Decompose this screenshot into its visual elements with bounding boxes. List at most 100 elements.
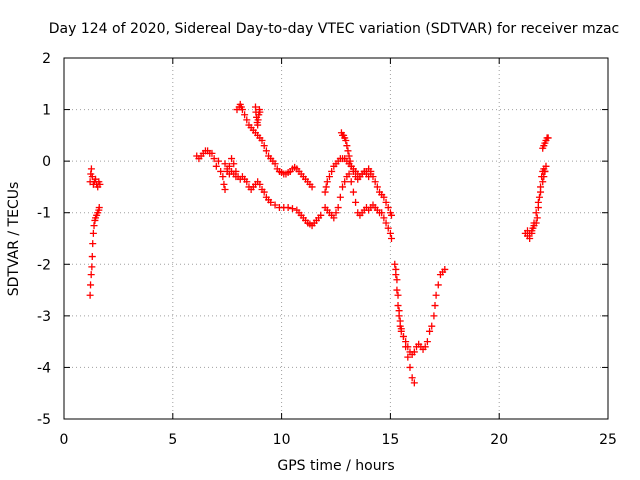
data-point	[258, 137, 266, 145]
data-point	[349, 188, 357, 196]
data-point	[393, 286, 401, 294]
data-points	[86, 100, 552, 387]
data-point	[402, 343, 410, 351]
data-point	[212, 162, 220, 170]
data-point	[428, 322, 436, 330]
y-tick-label: -5	[37, 412, 51, 428]
data-point	[410, 379, 418, 387]
data-point	[404, 353, 412, 361]
data-point	[441, 265, 449, 273]
x-tick-label: 25	[599, 432, 617, 448]
y-tick-label: 0	[42, 154, 51, 170]
x-tick-label: 10	[273, 432, 291, 448]
data-point	[232, 173, 240, 181]
data-point	[544, 134, 552, 142]
data-point	[396, 317, 404, 325]
y-tick-label: -2	[37, 257, 51, 273]
data-point	[256, 108, 264, 116]
data-point	[325, 173, 333, 181]
data-point	[345, 152, 353, 160]
data-point	[384, 204, 392, 212]
data-point	[221, 186, 229, 194]
data-point	[210, 155, 218, 163]
data-point	[387, 235, 395, 242]
data-point	[408, 374, 416, 382]
y-tick-label: 2	[42, 51, 51, 67]
data-point	[317, 211, 325, 219]
data-point	[394, 302, 402, 310]
data-point	[528, 227, 536, 235]
chart-title: Day 124 of 2020, Sidereal Day-to-day VTE…	[49, 21, 619, 37]
data-point	[540, 173, 548, 181]
data-point	[534, 198, 542, 206]
data-point	[395, 307, 403, 315]
data-point	[219, 173, 227, 181]
data-point	[380, 214, 388, 222]
data-point	[371, 178, 379, 186]
data-point	[243, 116, 251, 124]
data-point	[430, 312, 438, 320]
x-tick-label: 15	[381, 432, 399, 448]
data-point	[323, 178, 331, 186]
data-point	[87, 271, 95, 279]
data-point	[421, 343, 429, 351]
data-point	[96, 180, 104, 188]
data-point	[378, 209, 386, 217]
data-point	[89, 240, 97, 248]
data-point	[89, 229, 97, 237]
data-point	[532, 209, 540, 217]
x-tick-label: 5	[168, 432, 177, 448]
data-point	[267, 198, 275, 206]
data-point	[387, 211, 395, 219]
data-point	[90, 222, 98, 230]
data-point	[220, 180, 228, 188]
data-point	[336, 193, 344, 201]
data-point	[342, 137, 350, 145]
y-tick-label: -4	[37, 360, 51, 376]
data-point	[347, 178, 355, 186]
data-point	[537, 188, 545, 196]
data-point	[352, 198, 360, 206]
data-point	[241, 111, 249, 119]
data-point	[221, 160, 229, 168]
data-point	[208, 149, 216, 157]
data-point	[394, 291, 402, 299]
data-point	[284, 204, 292, 212]
data-point	[230, 160, 238, 168]
data-point	[406, 363, 414, 371]
data-point	[254, 116, 262, 124]
data-point	[530, 219, 538, 227]
data-point	[330, 214, 338, 222]
data-point	[321, 188, 329, 196]
data-point	[533, 214, 541, 222]
data-point	[344, 147, 352, 155]
data-point	[431, 302, 439, 310]
data-point	[243, 178, 251, 186]
data-point	[347, 162, 355, 170]
data-point	[214, 157, 222, 165]
data-point	[373, 183, 381, 191]
x-tick-label: 20	[490, 432, 508, 448]
data-point	[426, 327, 434, 335]
data-point	[349, 167, 357, 175]
data-point	[217, 167, 225, 175]
data-point	[541, 167, 549, 175]
data-point	[341, 178, 349, 186]
data-point	[334, 204, 342, 212]
data-point	[539, 178, 547, 186]
data-point	[332, 209, 340, 217]
data-point	[288, 205, 296, 213]
data-point	[535, 193, 543, 201]
data-point	[88, 253, 96, 261]
data-point	[434, 281, 442, 289]
data-point	[256, 180, 264, 188]
data-point	[86, 291, 94, 299]
data-point	[308, 183, 316, 191]
plot-frame	[63, 57, 609, 420]
data-point	[322, 183, 330, 191]
data-point	[393, 276, 401, 284]
x-axis-label: GPS time / hours	[277, 458, 394, 474]
data-point	[384, 224, 392, 232]
data-point	[399, 332, 407, 340]
data-point	[339, 183, 347, 191]
